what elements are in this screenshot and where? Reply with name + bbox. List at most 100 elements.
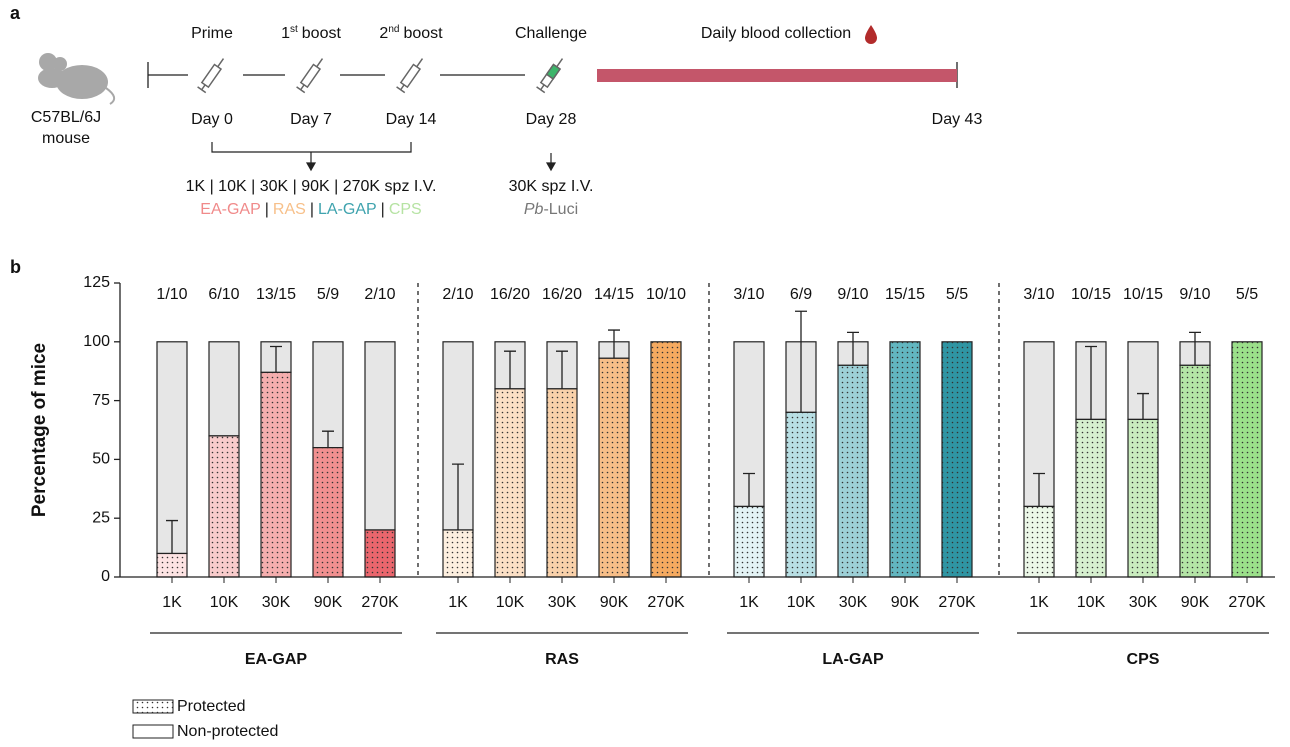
- event-label: Prime: [191, 25, 233, 42]
- fraction-label: 6/9: [790, 286, 812, 303]
- y-tick-label: 100: [83, 333, 110, 350]
- error-bar: [452, 463, 464, 530]
- x-tick-label: 90K: [600, 594, 629, 611]
- protected-bar: [494, 388, 526, 578]
- legend-swatch: [132, 699, 174, 714]
- fraction-label: 10/15: [1123, 286, 1163, 303]
- fraction-label: 3/10: [733, 286, 764, 303]
- error-bar: [504, 350, 516, 389]
- legend-label: Protected: [177, 698, 245, 715]
- protected-bar: [941, 341, 973, 578]
- fraction-label: 13/15: [256, 286, 296, 303]
- ordinal-suffix: nd: [388, 24, 399, 35]
- x-tick-label: 1K: [162, 594, 182, 611]
- error-bar: [322, 430, 334, 448]
- error-bar: [608, 329, 620, 359]
- panel-label: b: [10, 257, 21, 277]
- fraction-label: 2/10: [442, 286, 473, 303]
- ordinal-suffix: st: [290, 24, 298, 35]
- y-tick-label: 75: [92, 392, 110, 409]
- protected-bar: [598, 357, 630, 578]
- mouse-label: mouse: [42, 130, 90, 147]
- separator: |: [381, 201, 385, 218]
- error-bar: [1085, 345, 1097, 420]
- fraction-label: 9/10: [837, 286, 868, 303]
- separator: |: [310, 201, 314, 218]
- x-tick-label: 90K: [1181, 594, 1210, 611]
- non-protected-bar: [312, 341, 344, 449]
- error-bar: [270, 345, 282, 373]
- non-protected-bar: [1127, 341, 1159, 421]
- group-legend: EA-GAP | RAS | LA-GAP | CPS: [200, 201, 421, 218]
- protected-bar: [889, 341, 921, 578]
- x-tick-label: 30K: [839, 594, 868, 611]
- y-tick-label: 0: [101, 568, 110, 585]
- group-label: CPS: [1127, 651, 1160, 668]
- protected-bar: [260, 371, 292, 578]
- dose-label: 1K | 10K | 30K | 90K | 270K spz I.V.: [186, 178, 437, 195]
- mouse-icon: [38, 53, 116, 105]
- day-label: Day 7: [290, 111, 332, 128]
- protected-bar: [785, 411, 817, 578]
- day-label: Day 14: [386, 111, 437, 128]
- collection-bar: [597, 69, 957, 82]
- error-bar: [556, 350, 568, 389]
- legend-swatch: [132, 724, 174, 739]
- event-label: Daily blood collection: [701, 25, 851, 42]
- x-tick-label: 1K: [448, 594, 468, 611]
- bracket: [211, 142, 557, 172]
- strain-genus: Pb: [524, 201, 544, 218]
- fraction-label: 16/20: [542, 286, 582, 303]
- y-tick-label: 125: [83, 274, 110, 291]
- y-tick-label: 50: [92, 451, 110, 468]
- non-protected-bar: [364, 341, 396, 531]
- protected-bar: [1179, 364, 1211, 578]
- mouse-label: C57BL/6J: [31, 109, 101, 126]
- fraction-label: 6/10: [208, 286, 239, 303]
- event-word: boost: [302, 25, 342, 42]
- x-tick-label: 90K: [314, 594, 343, 611]
- x-tick-label: 30K: [548, 594, 577, 611]
- x-tick-label: 270K: [647, 594, 685, 611]
- fraction-label: 5/5: [1236, 286, 1258, 303]
- y-axis-label: Percentage of mice: [29, 343, 50, 517]
- fraction-label: 1/10: [156, 286, 187, 303]
- strain-name: -Luci: [543, 201, 578, 218]
- x-tick-label: 10K: [496, 594, 525, 611]
- day-label: Day 0: [191, 111, 233, 128]
- group-label: LA-GAP: [822, 651, 884, 668]
- panel-label: a: [10, 3, 21, 23]
- event-label: Challenge: [515, 25, 587, 42]
- protected-bar: [650, 341, 682, 578]
- legend-label: Non-protected: [177, 723, 278, 740]
- challenge-dose: 30K spz I.V.: [509, 178, 594, 195]
- fraction-label: 16/20: [490, 286, 530, 303]
- x-tick-label: 10K: [787, 594, 816, 611]
- x-tick-label: 1K: [739, 594, 759, 611]
- ordinal: 1: [281, 25, 290, 42]
- error-bar: [743, 472, 755, 507]
- fraction-label: 5/9: [317, 286, 339, 303]
- legend: Protected Non-protected: [132, 698, 278, 740]
- protected-bar: [733, 505, 765, 578]
- x-tick-label: 10K: [210, 594, 239, 611]
- error-bar: [795, 310, 807, 413]
- day-label: Day 28: [526, 111, 577, 128]
- protected-bar: [837, 364, 869, 578]
- error-bar: [1137, 392, 1149, 420]
- fraction-label: 2/10: [364, 286, 395, 303]
- error-bar: [1189, 331, 1201, 366]
- blood-drop-icon: [865, 25, 877, 44]
- event-label: 2nd boost: [379, 24, 443, 43]
- protected-bar: [546, 388, 578, 578]
- protected-bar: [208, 435, 240, 578]
- group-name: LA-GAP: [318, 201, 377, 218]
- protected-bar: [1075, 418, 1107, 578]
- protected-bar: [442, 529, 474, 578]
- protected-bar: [1023, 505, 1055, 578]
- protected-bar: [364, 529, 396, 578]
- group-name: EA-GAP: [200, 201, 260, 218]
- event-label: 1st boost: [281, 24, 341, 43]
